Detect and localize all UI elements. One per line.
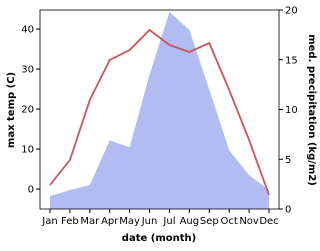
x-tick-label: Aug [180,216,200,227]
x-tick-label: Mar [80,216,100,227]
x-tick-label: Jul [162,216,175,227]
x-tick-label: May [119,216,140,227]
x-tick-label: Sep [200,216,219,227]
y2-tick-label: 0 [285,205,291,216]
y2-axis-label: med. precipitation (kg/m2) [306,34,317,186]
x-tick-label: Apr [101,216,119,227]
y-tick-label: 20 [21,105,34,116]
y2-tick-label: 20 [285,6,298,17]
y-tick-label: 30 [21,65,34,76]
x-tick-label: Jun [141,216,158,227]
x-axis-label: date (month) [122,233,196,244]
precipitation-area [50,11,269,209]
y-tick-label: 40 [21,25,34,36]
x-tick-label: Oct [221,216,238,227]
y2-tick-label: 5 [285,155,291,166]
x-tick-label: Feb [61,216,79,227]
y-axis-label: max temp (C) [6,72,17,148]
x-tick-label: Jan [41,216,57,227]
y2-tick-label: 15 [285,55,298,66]
y-tick-label: 10 [21,145,34,156]
chart: date (month) max temp (C) med. precipita… [6,6,317,245]
x-tick-label: Dec [259,216,278,227]
x-tick-label: Nov [239,216,259,227]
y2-tick-label: 10 [285,105,298,116]
temp-line [49,28,270,196]
y-tick-label: 0 [28,185,34,196]
